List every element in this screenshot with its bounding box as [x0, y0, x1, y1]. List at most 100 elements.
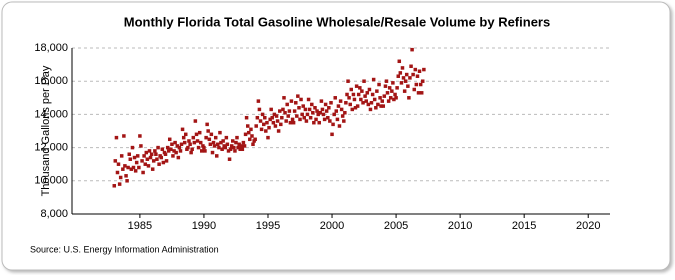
data-point — [132, 155, 137, 160]
data-point — [406, 84, 410, 88]
data-point — [319, 99, 324, 103]
data-point — [358, 86, 362, 90]
data-point — [198, 140, 203, 145]
data-point — [362, 79, 366, 83]
data-point — [402, 89, 407, 93]
data-point — [272, 112, 277, 117]
data-point — [264, 129, 268, 133]
data-point — [276, 129, 281, 133]
data-point — [241, 140, 246, 145]
data-point — [204, 135, 208, 140]
data-point — [394, 96, 398, 100]
data-point — [206, 129, 210, 133]
data-point — [418, 82, 423, 87]
data-point — [232, 145, 236, 150]
data-point — [404, 72, 409, 77]
data-point — [150, 167, 155, 171]
data-point — [236, 145, 240, 150]
data-point — [266, 135, 270, 140]
y-tick-label: 16,000 — [34, 75, 68, 87]
data-point — [113, 159, 118, 163]
data-point — [334, 109, 339, 113]
data-point — [329, 101, 333, 105]
data-point — [342, 119, 346, 123]
data-point — [211, 140, 216, 145]
data-point — [414, 82, 419, 87]
data-point — [238, 147, 242, 152]
data-point — [160, 147, 165, 152]
data-point — [112, 184, 117, 188]
data-point — [257, 107, 262, 112]
data-point — [268, 117, 272, 122]
data-point — [326, 115, 330, 120]
data-point — [415, 74, 420, 78]
data-point — [381, 104, 386, 108]
data-point — [330, 132, 334, 137]
data-point — [346, 79, 350, 83]
data-point — [141, 170, 145, 175]
data-point — [296, 94, 300, 98]
data-point — [407, 96, 411, 100]
data-point — [267, 125, 271, 130]
data-point — [291, 120, 296, 125]
data-point — [130, 145, 135, 150]
data-point — [224, 135, 229, 140]
data-point — [295, 114, 299, 118]
data-point — [119, 154, 124, 158]
data-point — [377, 82, 381, 87]
data-point — [413, 67, 418, 72]
chart-frame — [1, 1, 671, 271]
data-point — [195, 139, 200, 143]
data-point — [388, 96, 393, 100]
data-point — [281, 107, 285, 112]
data-point — [145, 157, 150, 161]
data-point — [383, 84, 388, 88]
data-point — [396, 74, 401, 78]
data-point — [169, 147, 173, 152]
data-point — [352, 97, 357, 102]
data-point — [139, 144, 143, 148]
data-point — [137, 165, 141, 170]
data-point — [135, 154, 140, 158]
data-point — [208, 142, 213, 147]
data-point — [399, 81, 404, 85]
data-point — [299, 97, 303, 102]
y-tick-label: 14,000 — [34, 108, 68, 120]
data-point — [386, 99, 391, 103]
data-point — [209, 132, 214, 137]
data-point — [349, 87, 353, 92]
data-point — [416, 91, 421, 95]
data-point — [347, 96, 351, 100]
data-point — [253, 137, 257, 142]
data-point — [360, 89, 364, 93]
plot-area: 8,000 10,000 12,000 14,000 16,000 18,000 1985 1… — [34, 42, 610, 232]
data-point — [249, 127, 253, 132]
x-tick-label: 1990 — [192, 220, 216, 232]
data-point — [146, 164, 151, 168]
data-point — [197, 130, 202, 135]
data-point — [340, 114, 345, 118]
data-point — [173, 140, 177, 145]
data-point — [255, 115, 260, 120]
data-point — [359, 97, 363, 102]
data-point — [183, 132, 188, 137]
data-point — [274, 114, 279, 118]
data-point — [391, 81, 395, 85]
data-point — [297, 106, 301, 110]
data-point — [419, 91, 424, 95]
data-point — [280, 115, 284, 120]
data-point — [315, 109, 319, 113]
data-point — [286, 114, 290, 118]
data-point — [202, 145, 206, 150]
data-point — [422, 67, 426, 72]
data-point — [353, 106, 358, 110]
data-point — [154, 152, 158, 156]
data-point — [303, 107, 308, 112]
data-point — [221, 139, 225, 143]
data-point — [289, 99, 294, 103]
data-point — [392, 97, 396, 102]
data-point — [269, 107, 273, 112]
data-point — [159, 155, 164, 160]
data-point — [223, 145, 228, 150]
data-point — [192, 140, 197, 145]
